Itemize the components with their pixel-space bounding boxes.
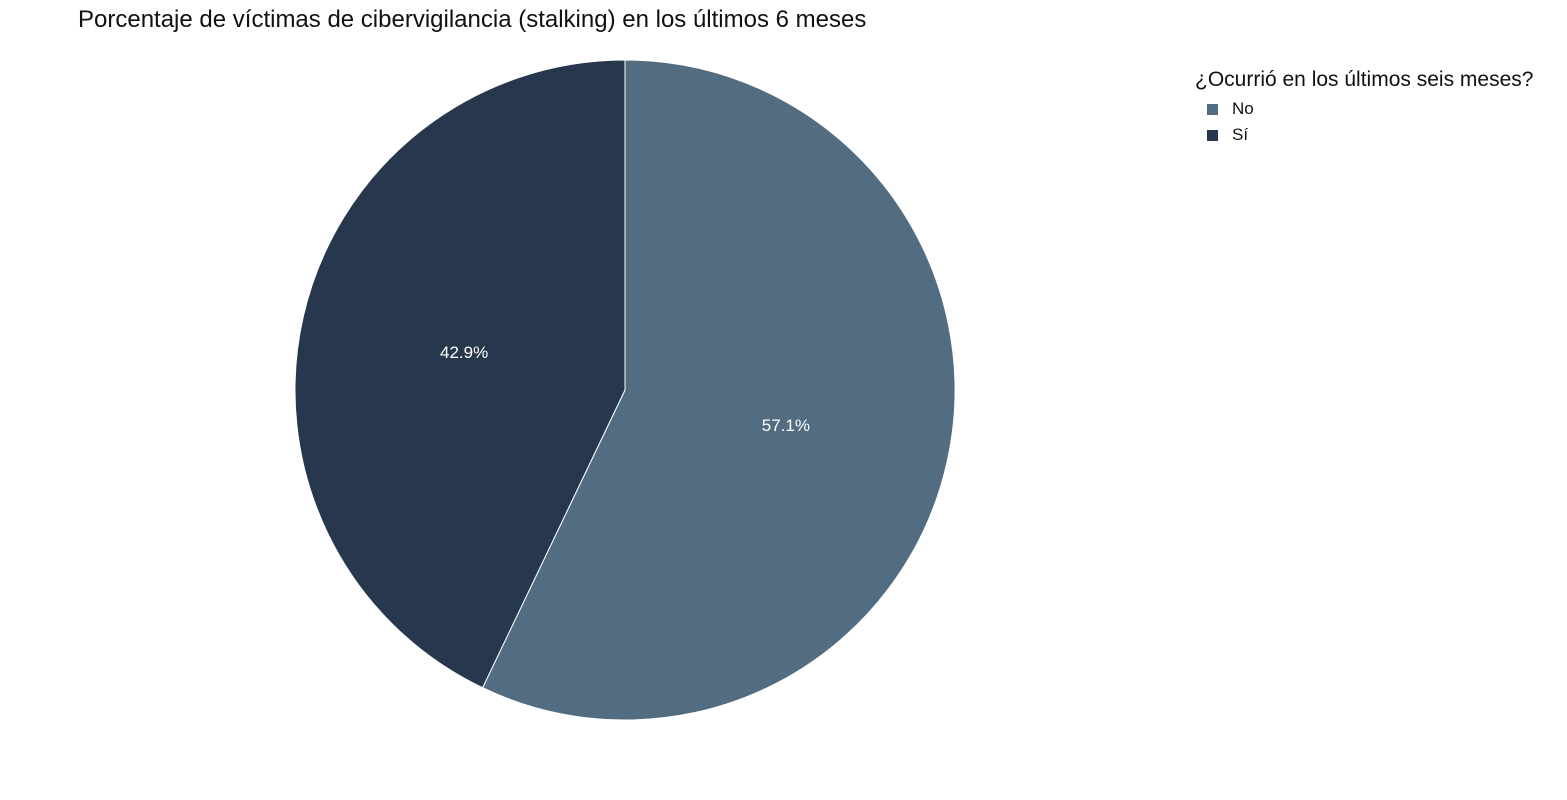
legend-swatch-no [1207, 103, 1218, 115]
legend-title: ¿Ocurrió en los últimos seis meses? [1195, 68, 1534, 91]
legend: ¿Ocurrió en los últimos seis meses? No S… [1195, 68, 1565, 148]
pie-label-no: 57.1% [762, 416, 810, 435]
chart-title: Porcentaje de víctimas de cibervigilanci… [78, 6, 867, 33]
legend-label-no: No [1232, 99, 1254, 118]
legend-swatch-si [1207, 129, 1218, 141]
legend-item-no[interactable]: No [1207, 96, 1565, 122]
pie-slice-no[interactable] [481, 59, 956, 721]
legend-item-si[interactable]: Sí [1207, 122, 1565, 148]
legend-label-si: Sí [1232, 125, 1249, 144]
pie-slice-si[interactable] [294, 59, 626, 689]
pie-label-si: 42.9% [440, 343, 488, 362]
